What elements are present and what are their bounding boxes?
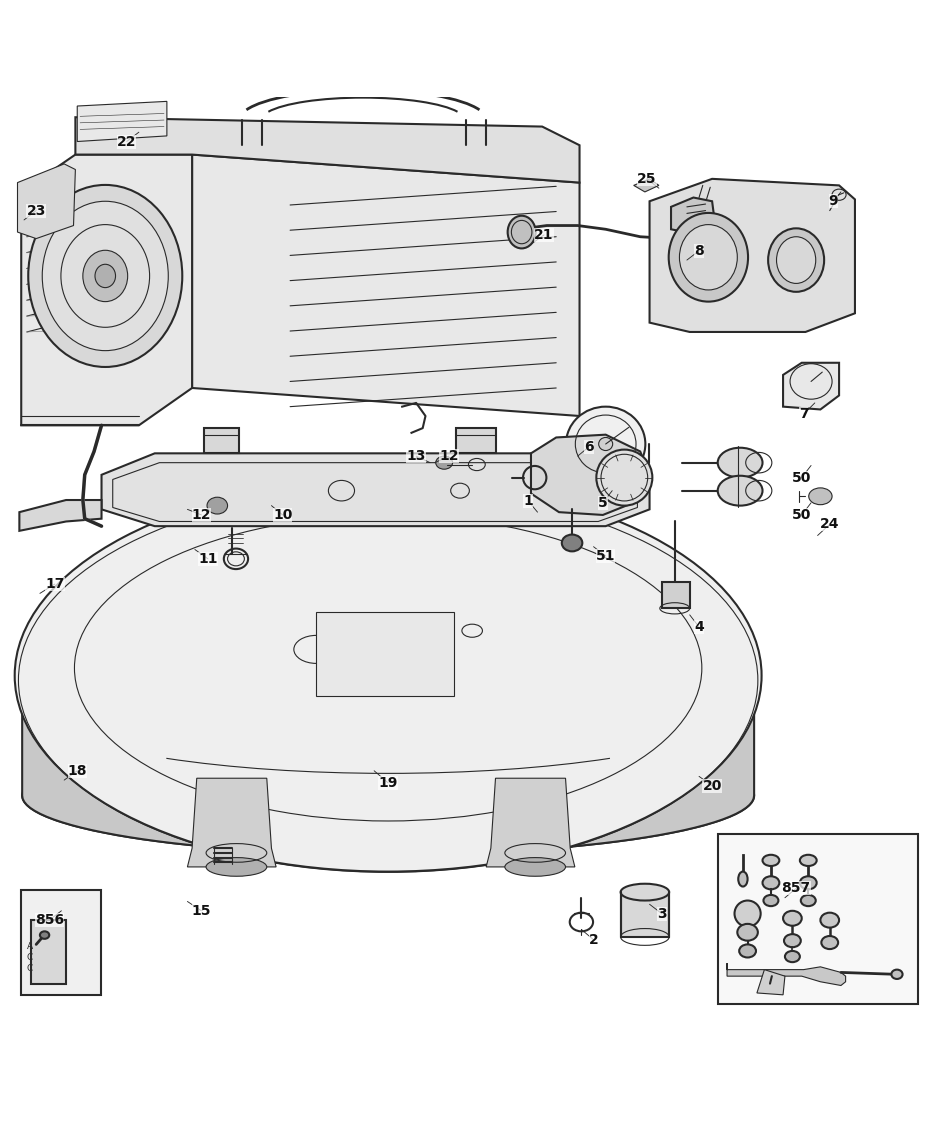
Text: 13: 13 <box>407 450 425 463</box>
Ellipse shape <box>891 969 902 979</box>
Text: 50: 50 <box>792 508 812 522</box>
Polygon shape <box>187 779 276 867</box>
Polygon shape <box>757 969 784 995</box>
Ellipse shape <box>95 264 116 287</box>
Ellipse shape <box>718 447 763 478</box>
Polygon shape <box>634 179 659 192</box>
Text: 3: 3 <box>657 906 667 921</box>
Polygon shape <box>192 154 580 416</box>
Text: 2: 2 <box>589 933 598 947</box>
Ellipse shape <box>669 213 748 302</box>
Text: 5: 5 <box>598 496 608 509</box>
Text: 17: 17 <box>45 577 65 591</box>
Ellipse shape <box>763 854 780 866</box>
Polygon shape <box>102 453 650 526</box>
Ellipse shape <box>799 877 816 889</box>
Polygon shape <box>22 154 192 425</box>
Polygon shape <box>204 428 238 453</box>
Polygon shape <box>20 500 102 531</box>
Text: 856: 856 <box>35 913 64 928</box>
Ellipse shape <box>763 877 780 889</box>
Ellipse shape <box>505 858 566 877</box>
Text: 22: 22 <box>117 134 137 149</box>
Bar <box>718 834 918 1004</box>
Bar <box>31 920 66 984</box>
Polygon shape <box>78 101 166 142</box>
Text: C: C <box>27 965 33 974</box>
Polygon shape <box>783 363 839 409</box>
Text: 1: 1 <box>524 494 533 508</box>
Text: 857: 857 <box>782 881 811 895</box>
Text: 15: 15 <box>192 904 211 917</box>
Ellipse shape <box>621 884 669 900</box>
Ellipse shape <box>28 185 182 367</box>
Text: 12: 12 <box>439 450 458 463</box>
Ellipse shape <box>598 437 612 451</box>
Ellipse shape <box>735 900 761 926</box>
Text: C: C <box>27 953 33 962</box>
Text: 11: 11 <box>198 552 218 566</box>
Bar <box>662 583 690 609</box>
Text: 7: 7 <box>798 407 809 421</box>
Ellipse shape <box>821 937 838 949</box>
Polygon shape <box>727 964 845 985</box>
Ellipse shape <box>15 479 762 871</box>
Ellipse shape <box>784 934 800 947</box>
Ellipse shape <box>809 488 832 505</box>
Polygon shape <box>18 163 76 239</box>
Ellipse shape <box>680 224 738 290</box>
Ellipse shape <box>784 951 799 962</box>
Ellipse shape <box>562 534 583 551</box>
Polygon shape <box>486 779 575 867</box>
Ellipse shape <box>22 737 755 854</box>
Ellipse shape <box>738 924 758 941</box>
Ellipse shape <box>799 854 816 866</box>
Text: 24: 24 <box>820 517 840 531</box>
Text: 21: 21 <box>534 228 554 242</box>
Ellipse shape <box>566 407 645 481</box>
Text: 19: 19 <box>379 775 397 790</box>
Bar <box>316 612 454 696</box>
Polygon shape <box>456 428 496 453</box>
Text: 4: 4 <box>694 620 704 635</box>
Ellipse shape <box>718 476 763 506</box>
Ellipse shape <box>820 913 839 928</box>
Ellipse shape <box>764 895 779 906</box>
Ellipse shape <box>508 215 536 248</box>
Ellipse shape <box>800 895 815 906</box>
Polygon shape <box>22 707 755 854</box>
Polygon shape <box>76 117 580 183</box>
Ellipse shape <box>206 858 266 877</box>
Text: 6: 6 <box>584 440 594 454</box>
Ellipse shape <box>740 944 756 958</box>
Ellipse shape <box>783 911 801 925</box>
Bar <box>621 893 669 937</box>
Ellipse shape <box>739 871 748 887</box>
Ellipse shape <box>777 237 815 283</box>
Polygon shape <box>531 435 650 515</box>
Ellipse shape <box>769 229 824 292</box>
Ellipse shape <box>83 250 128 302</box>
Polygon shape <box>671 197 715 234</box>
Ellipse shape <box>207 497 227 514</box>
Text: 10: 10 <box>273 508 293 522</box>
Text: 51: 51 <box>596 549 615 564</box>
Text: 9: 9 <box>828 194 839 208</box>
Text: 20: 20 <box>702 779 722 792</box>
Text: A: A <box>27 942 33 951</box>
Ellipse shape <box>42 202 168 350</box>
Ellipse shape <box>436 456 453 469</box>
Bar <box>22 890 101 995</box>
Text: 25: 25 <box>637 171 656 186</box>
Text: 18: 18 <box>67 764 87 778</box>
Text: 23: 23 <box>26 204 46 218</box>
Text: 8: 8 <box>694 243 704 258</box>
Text: 12: 12 <box>192 508 211 522</box>
Ellipse shape <box>597 450 653 506</box>
Polygon shape <box>650 179 855 332</box>
Text: 50: 50 <box>792 471 812 485</box>
Ellipse shape <box>40 931 50 939</box>
